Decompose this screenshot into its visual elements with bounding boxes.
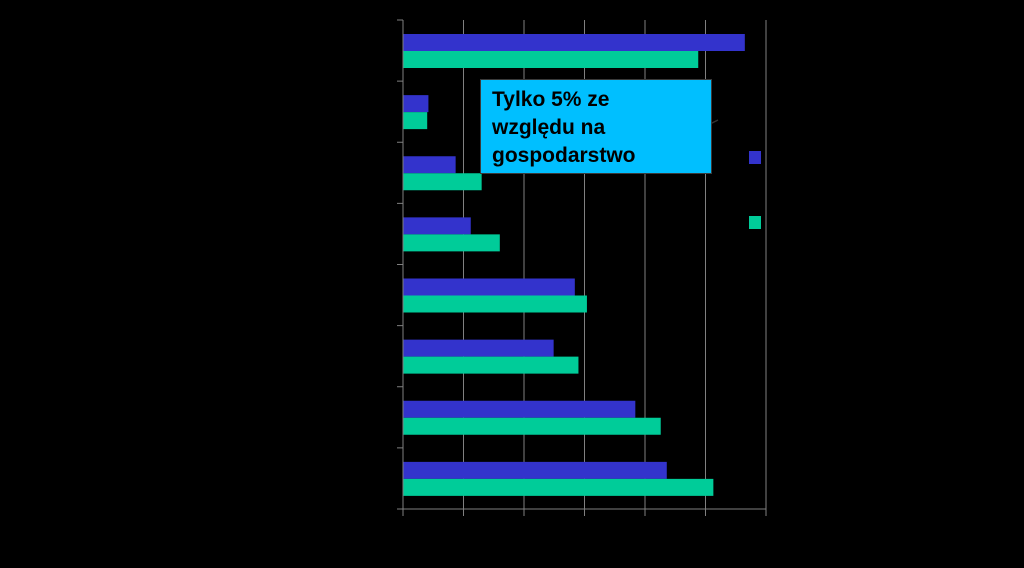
bar-series-2-cat-5 [403,295,587,313]
annotation-callout: Tylko 5% ze względu na gospodarstwo [480,79,712,174]
bar-series-1-cat-6 [403,339,554,357]
bar-series-1-cat-7 [403,400,636,418]
bar-series-1-cat-5 [403,278,575,296]
bar-series-1-cat-8 [403,461,667,479]
bar-series-2-cat-7 [403,417,661,435]
bar-series-1-cat-3 [403,156,456,174]
annotation-line-3: gospodarstwo [492,144,636,167]
bar-series-1-cat-1 [403,34,745,51]
annotation-line-1: Tylko 5% ze [492,88,610,111]
bar-series-2-cat-3 [403,173,482,191]
bar-series-1-cat-4 [403,217,471,235]
bar-series-2-cat-1 [403,51,699,68]
bar-series-1-cat-2 [403,95,429,113]
legend-swatch-series-1 [749,151,761,164]
bar-series-2-cat-6 [403,356,579,374]
bar-series-2-cat-4 [403,234,500,252]
bar-series-2-cat-8 [403,478,714,496]
bar-series-2-cat-2 [403,112,428,130]
annotation-line-2: względu na [492,116,606,139]
legend-swatch-series-2 [749,216,761,229]
